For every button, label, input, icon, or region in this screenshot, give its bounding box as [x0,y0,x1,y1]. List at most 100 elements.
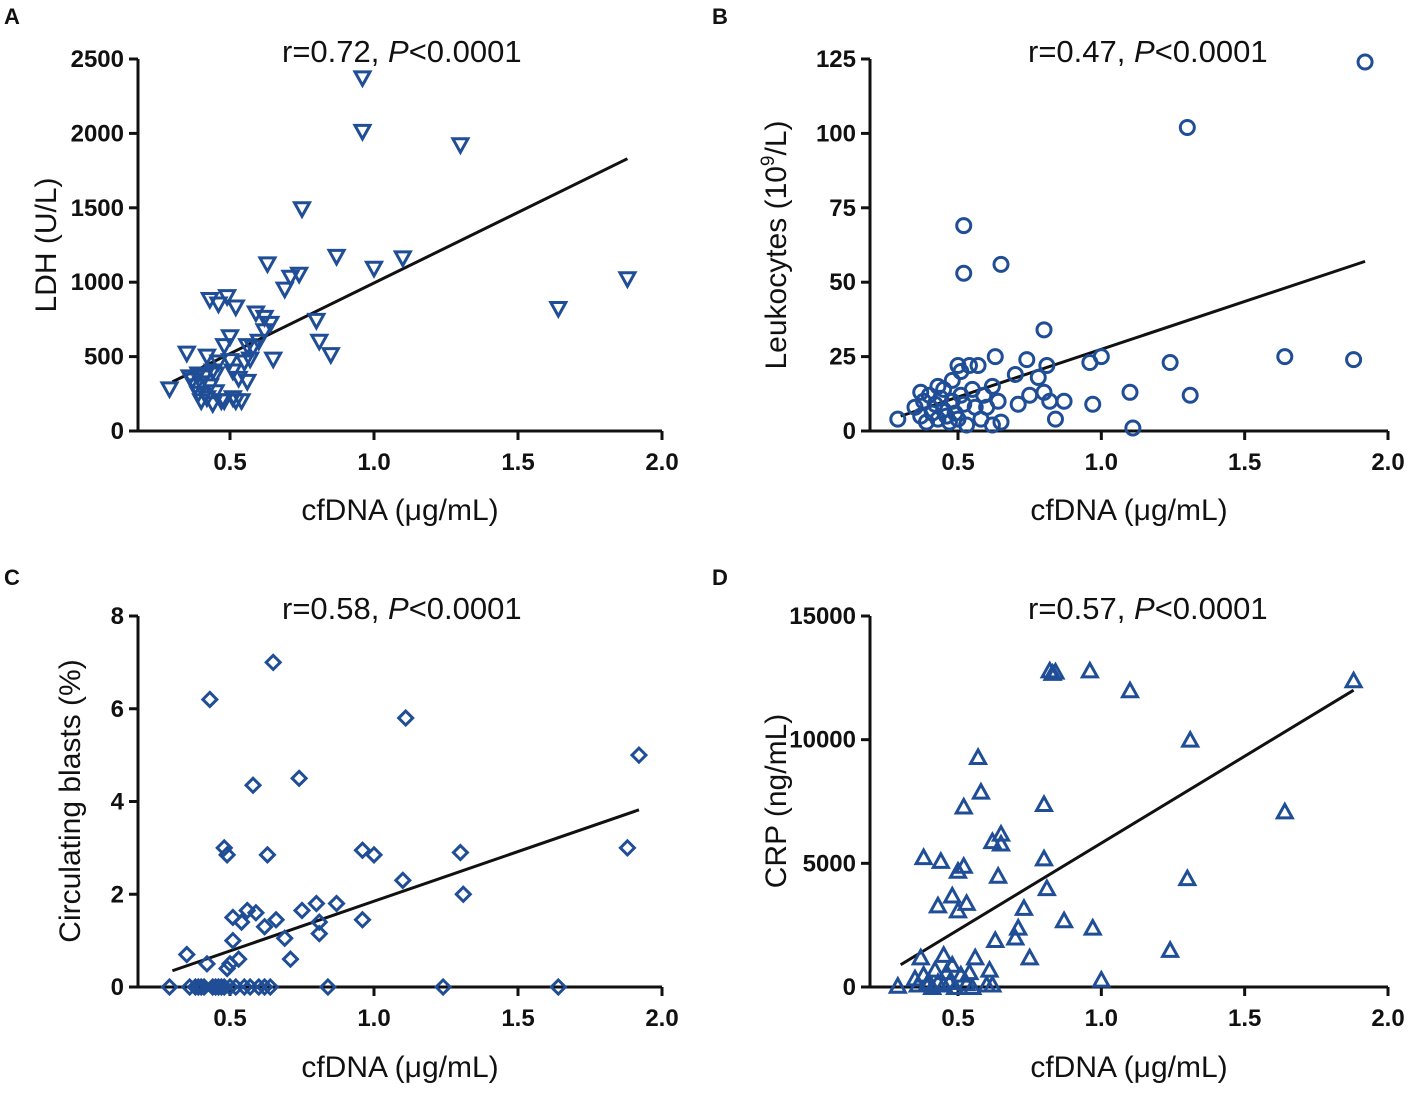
data-point [192,977,211,997]
data-point [956,892,977,911]
y-tick-label: 2500 [71,46,124,73]
y-axis-title: Leukocytes (109/L) [758,120,793,369]
data-point [310,924,329,943]
data-point [232,912,251,932]
data-point [1033,848,1055,867]
data-point [549,977,568,997]
y-tick-label: 75 [829,195,856,222]
data-point [983,416,1001,434]
data-point [943,371,961,389]
data-point [1019,947,1040,966]
panel-a: A r=0.72, P<0.0001 05001000150020002500 … [4,4,679,527]
data-point [985,929,1006,949]
panel-d: D r=0.57, P<0.0001 0 5000 10000 15000 0.5 1.… [712,565,1405,1084]
data-point [240,351,261,370]
data-point [945,976,966,995]
data-point [219,329,241,348]
data-point [208,296,229,315]
y-ticks: 0 2 4 6 8 [111,603,138,1001]
data-point [935,380,953,398]
data-point [1006,365,1024,383]
data-point [1160,939,1181,958]
data-point [327,894,346,913]
data-point [953,796,974,815]
stat-annotation: r=0.58, P<0.0001 [282,591,522,626]
data-point [988,865,1009,884]
data-point [1008,917,1029,936]
data-point [255,977,274,997]
data-point [396,708,415,728]
data-point [992,413,1010,431]
data-point [214,393,235,412]
data-point [1035,321,1053,339]
panel-letter: B [712,4,728,29]
data-point [280,269,301,288]
data-point [933,974,954,993]
data-point [927,895,948,914]
x-tick-label: 2.0 [1371,449,1404,476]
data-point [1276,348,1294,366]
panel-letter: D [712,565,728,590]
data-point [451,843,470,862]
y-tick-label: 6 [111,696,124,723]
data-point [433,977,453,997]
data-point [1345,351,1363,369]
data-point [1092,348,1110,366]
data-point [955,217,973,235]
x-tick-label: 1.0 [357,1005,390,1032]
data-point [219,353,241,372]
panel-b: B r=0.47, P<0.0001 0 25 50 75 100 125 0.5 1.0 1… [712,4,1405,527]
data-point [887,975,908,994]
regression-line [899,688,1355,967]
stat-annotation: r=0.47, P<0.0001 [1028,34,1268,69]
data-point [1091,969,1112,988]
data-point [942,954,963,973]
data-point [217,959,237,978]
data-point [223,908,243,927]
data-point [970,781,991,800]
stat-annotation: r=0.72, P<0.0001 [282,34,522,69]
y-ticks: 0 25 50 75 100 125 [816,46,870,445]
data-point [209,977,228,997]
data-point [326,248,347,267]
data-point [1029,368,1047,386]
data-point [160,977,179,997]
data-point [959,962,980,981]
data-point [393,871,412,890]
x-tick-label: 1.0 [1085,1005,1118,1032]
data-point [352,123,373,143]
data-point [910,947,931,966]
data-point [1033,793,1055,812]
data-point [205,384,226,403]
data-point [1161,354,1179,372]
x-tick-label: 1.0 [1085,449,1118,476]
x-tick-label: 0.5 [941,449,974,476]
data-point [617,271,638,290]
data-point [194,369,215,388]
data-point [1009,395,1027,413]
data-point [281,950,300,969]
y-ticks: 0 500 1000 1500 2000 2500 [71,46,138,445]
y-tick-label: 0 [111,418,124,445]
data-point [1274,801,1295,820]
stat-annotation: r=0.57, P<0.0001 [1028,591,1268,626]
data-point [352,70,373,89]
data-point [933,944,954,963]
data-point [275,929,294,948]
scatter-points [889,53,1374,437]
data-point [1178,118,1196,136]
y-tick-label: 25 [829,344,856,371]
data-point [159,381,180,400]
data-point [246,903,266,922]
data-point [1055,392,1073,410]
x-axis-title: cfDNA (μg/mL) [301,1051,498,1084]
data-point [307,894,326,913]
data-point [264,653,283,672]
data-point [231,393,252,412]
data-point [353,910,372,929]
data-point [913,847,934,866]
x-tick-label: 1.5 [501,1005,534,1032]
x-axis-title: cfDNA (μg/mL) [1030,494,1227,527]
data-point [274,281,295,300]
data-point [318,977,338,997]
